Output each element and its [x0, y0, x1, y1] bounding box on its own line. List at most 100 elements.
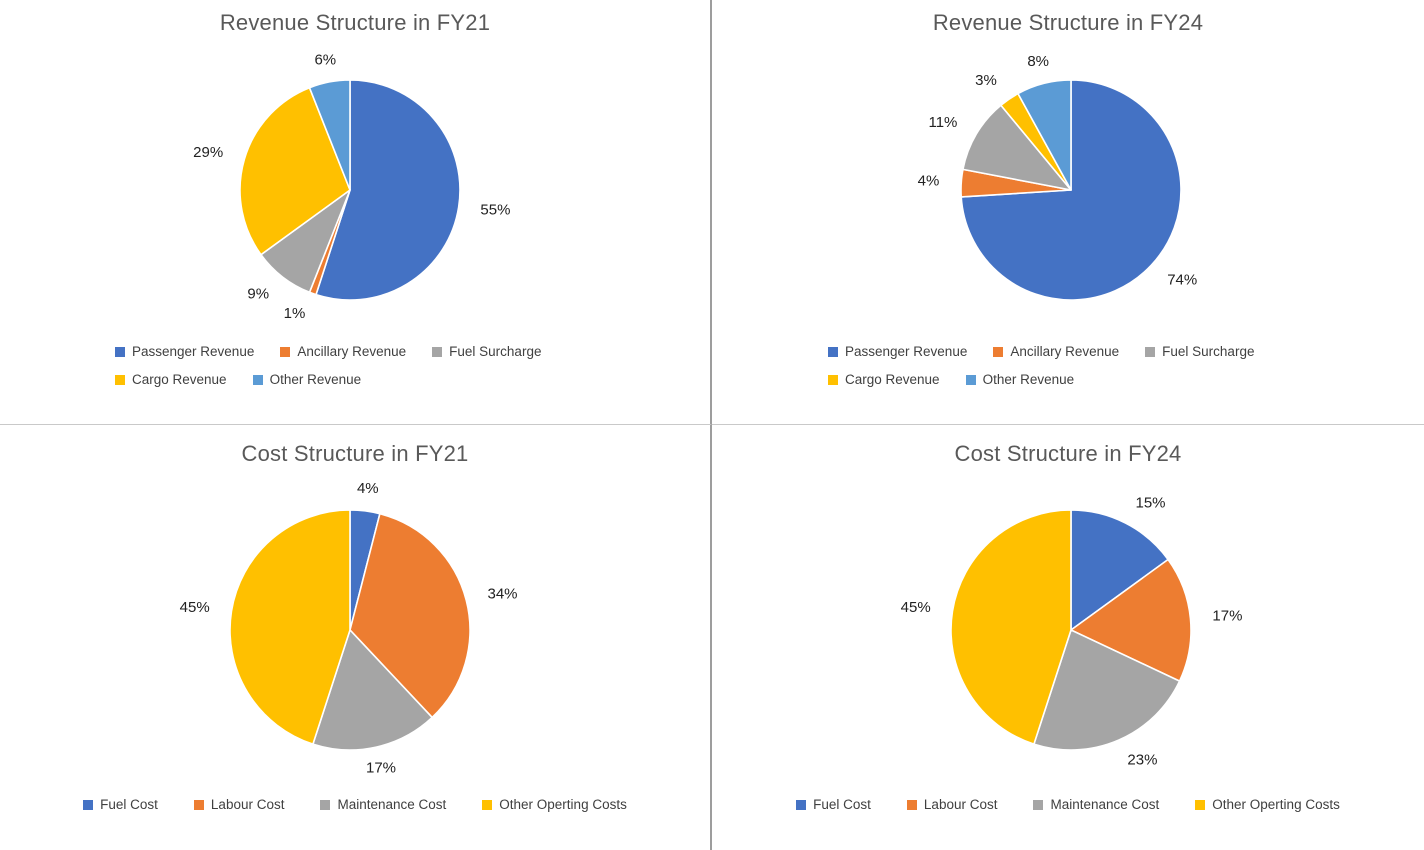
pie-slice-maintenance-cost[interactable]: [1033, 629, 1181, 751]
chart-revenue-fy21: Revenue Structure in FY21 55% 1% 9% 29% 6% P…: [0, 0, 712, 425]
pie-slice-fuel-cost[interactable]: [1070, 509, 1169, 631]
legend-label: Other Revenue: [269, 372, 362, 387]
legend-item-passenger-revenue[interactable]: Passenger Revenue: [828, 344, 967, 359]
legend-swatch-icon: [115, 346, 125, 357]
legend-label: Labour Cost: [210, 797, 285, 812]
legend-swatch-icon: [1195, 799, 1206, 810]
legend-item-maintenance-cost[interactable]: Maintenance Cost: [1033, 797, 1159, 812]
legend-item-other-revenue[interactable]: Other Revenue: [252, 372, 362, 387]
legend-label: Passenger Revenue: [132, 344, 255, 359]
pie-slice-fuel-surcharge[interactable]: [962, 104, 1072, 191]
legend-label: Maintenance Cost: [1050, 797, 1160, 812]
chart-cost-fy21: Cost Structure in FY21 4% 34% 17% 45% Fuel …: [0, 425, 712, 850]
legend-item-fuel-surcharge[interactable]: Fuel Surcharge: [432, 344, 541, 359]
legend-item-other-operting-costs[interactable]: Other Operting Costs: [1195, 797, 1340, 812]
legend-swatch-icon: [828, 346, 838, 357]
legend-label: Ancillary Revenue: [1010, 344, 1120, 359]
legend-swatch-icon: [280, 346, 291, 357]
pie-value-label-passenger-revenue: 55%: [480, 202, 510, 219]
legend-swatch-icon: [993, 346, 1004, 357]
pie-value-label-passenger-revenue: 74%: [1167, 271, 1197, 288]
legend-swatch-icon: [828, 374, 838, 385]
pie-slice-labour-cost[interactable]: [349, 512, 471, 719]
pie-value-label-other-revenue: 8%: [1027, 53, 1049, 70]
legend-swatch-icon: [965, 374, 976, 385]
legend-swatch-icon: [1033, 799, 1044, 810]
legend-swatch-icon: [83, 799, 94, 810]
chart-title: Cost Structure in FY24: [954, 441, 1182, 466]
chart-title: Revenue Structure in FY24: [932, 10, 1204, 35]
legend-item-fuel-cost[interactable]: Fuel Cost: [83, 797, 158, 812]
legend-swatch-icon: [320, 799, 331, 810]
legend-label: Fuel Cost: [813, 797, 871, 812]
pie-value-label-ancillary-revenue: 1%: [284, 305, 306, 322]
pie-chart: 15% 17% 23% 45%: [901, 494, 1243, 768]
pie-value-label-fuel-surcharge: 11%: [928, 114, 957, 131]
pie-value-label-maintenance-cost: 23%: [1127, 751, 1157, 768]
pie-value-label-other-operting-costs: 45%: [180, 599, 210, 616]
pie-slice-passenger-revenue[interactable]: [315, 79, 461, 301]
pie-chart: 55% 1% 9% 29% 6%: [193, 51, 510, 322]
pie-slice-cargo-revenue[interactable]: [239, 86, 351, 256]
legend-item-fuel-cost[interactable]: Fuel Cost: [796, 797, 871, 812]
legend-item-ancillary-revenue[interactable]: Ancillary Revenue: [993, 344, 1119, 359]
legend-item-cargo-revenue[interactable]: Cargo Revenue: [115, 372, 227, 387]
legend-swatch-icon: [432, 346, 443, 357]
legend-item-other-revenue[interactable]: Other Revenue: [965, 372, 1075, 387]
chart-title: Revenue Structure in FY21: [219, 10, 491, 35]
pie-value-label-labour-cost: 17%: [1212, 608, 1242, 625]
legend-item-maintenance-cost[interactable]: Maintenance Cost: [320, 797, 446, 812]
legend-swatch-icon: [252, 374, 263, 385]
pie-slice-other-revenue[interactable]: [1017, 79, 1072, 191]
legend: Passenger Revenue Ancillary Revenue Fuel S…: [115, 344, 595, 387]
legend-label: Ancillary Revenue: [297, 344, 407, 359]
pie-value-label-other-revenue: 6%: [314, 51, 336, 68]
legend-label: Passenger Revenue: [845, 344, 968, 359]
pie-value-label-ancillary-revenue: 4%: [918, 173, 940, 190]
pie-slice-labour-cost[interactable]: [1070, 558, 1192, 682]
legend-label: Other Operting Costs: [499, 797, 627, 812]
pie-chart: 4% 34% 17% 45%: [180, 480, 518, 777]
pie-slice-other-operting-costs[interactable]: [229, 509, 351, 745]
legend-label: Cargo Revenue: [845, 372, 940, 387]
legend-item-passenger-revenue[interactable]: Passenger Revenue: [115, 344, 254, 359]
legend-label: Labour Cost: [923, 797, 998, 812]
legend-label: Fuel Surcharge: [1162, 344, 1255, 359]
legend-item-cargo-revenue[interactable]: Cargo Revenue: [828, 372, 940, 387]
pie-chart: 74% 4% 11% 3% 8%: [918, 53, 1197, 301]
legend-label: Other Revenue: [982, 372, 1075, 387]
pie-value-label-fuel-surcharge: 9%: [247, 285, 269, 302]
legend-item-labour-cost[interactable]: Labour Cost: [906, 797, 998, 812]
legend-swatch-icon: [796, 799, 807, 810]
legend: Passenger Revenue Ancillary Revenue Fuel S…: [828, 344, 1308, 387]
pie-value-label-cargo-revenue: 29%: [193, 144, 223, 161]
pie-value-label-labour-cost: 34%: [488, 586, 518, 603]
legend-swatch-icon: [906, 799, 917, 810]
pie-slice-other-revenue[interactable]: [308, 79, 351, 191]
legend-label: Fuel Surcharge: [449, 344, 542, 359]
pie-slice-other-operting-costs[interactable]: [950, 509, 1072, 745]
legend-label: Other Operting Costs: [1212, 797, 1340, 812]
legend-swatch-icon: [115, 374, 125, 385]
pie-value-label-other-operting-costs: 45%: [901, 599, 931, 616]
legend: Fuel Cost Labour Cost Maintenance Cost Othe…: [712, 797, 1424, 812]
pie-slice-maintenance-cost[interactable]: [312, 629, 433, 751]
pie-value-label-maintenance-cost: 17%: [366, 760, 396, 777]
pie-value-label-cargo-revenue: 3%: [975, 72, 997, 89]
legend-swatch-icon: [1145, 346, 1156, 357]
pie-value-label-fuel-cost: 15%: [1136, 494, 1166, 511]
chart-cost-fy24: Cost Structure in FY24 15% 17% 23% 45% Fuel…: [712, 425, 1424, 850]
chart-title: Cost Structure in FY21: [241, 441, 469, 466]
legend-label: Fuel Cost: [100, 797, 158, 812]
chart-revenue-fy24: Revenue Structure in FY24 74% 4% 11% 3% 8% P…: [712, 0, 1424, 425]
legend: Fuel Cost Labour Cost Maintenance Cost Othe…: [0, 797, 710, 812]
legend-item-labour-cost[interactable]: Labour Cost: [193, 797, 285, 812]
legend-item-ancillary-revenue[interactable]: Ancillary Revenue: [280, 344, 406, 359]
legend-swatch-icon: [482, 799, 493, 810]
pie-value-label-fuel-cost: 4%: [357, 480, 379, 497]
legend-item-fuel-surcharge[interactable]: Fuel Surcharge: [1145, 344, 1254, 359]
legend-label: Maintenance Cost: [337, 797, 447, 812]
legend-swatch-icon: [193, 799, 204, 810]
legend-item-other-operting-costs[interactable]: Other Operting Costs: [482, 797, 627, 812]
